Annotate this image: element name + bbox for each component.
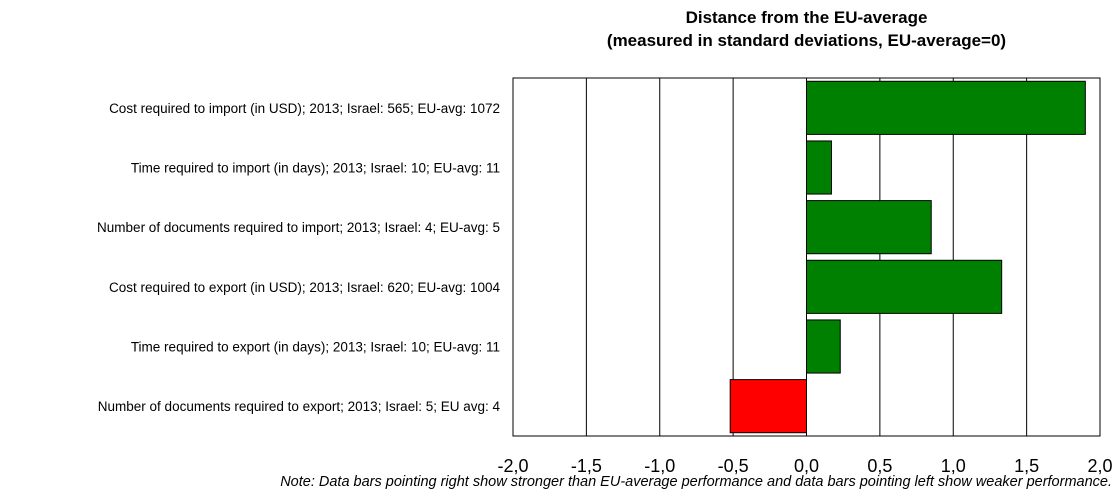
- category-label: Number of documents required to export; …: [98, 399, 501, 414]
- bar: [806, 140, 832, 195]
- x-tick-labels: -2,0 -1,5 -1,0 -0,5 0,0 0,5 1,0 1,5 2,0: [497, 456, 1112, 476]
- x-tick-label: 1,0: [941, 456, 966, 476]
- chart-note: Note: Data bars pointing right show stro…: [280, 474, 1112, 490]
- category-label: Cost required to export (in USD); 2013; …: [109, 280, 500, 295]
- x-tick-label: 2,0: [1087, 456, 1112, 476]
- bar: [806, 200, 932, 255]
- x-tick-label: 0,0: [794, 456, 819, 476]
- bar: [806, 80, 1086, 135]
- category-label: Time required to import (in days); 2013;…: [131, 161, 500, 176]
- x-tick-label: -1,0: [644, 456, 675, 476]
- category-label: Time required to export (in days); 2013;…: [131, 340, 500, 355]
- x-tick-label: -0,5: [718, 456, 749, 476]
- plot-frame: [512, 77, 1101, 437]
- category-labels: Cost required to import (in USD); 2013; …: [97, 101, 500, 414]
- x-tick-label: 1,5: [1014, 456, 1039, 476]
- x-tick-label: -1,5: [571, 456, 602, 476]
- bar: [729, 379, 807, 434]
- x-tick-label: -2,0: [497, 456, 528, 476]
- category-label: Cost required to import (in USD); 2013; …: [109, 101, 500, 116]
- bar: [806, 319, 841, 374]
- bars: [729, 80, 1086, 434]
- bar: [806, 259, 1003, 314]
- x-tick-label: 0,5: [867, 456, 892, 476]
- chart-title: Distance from the EU-average: [685, 8, 928, 27]
- category-label: Number of documents required to import; …: [97, 220, 500, 235]
- chart-subtitle: (measured in standard deviations, EU-ave…: [606, 31, 1007, 50]
